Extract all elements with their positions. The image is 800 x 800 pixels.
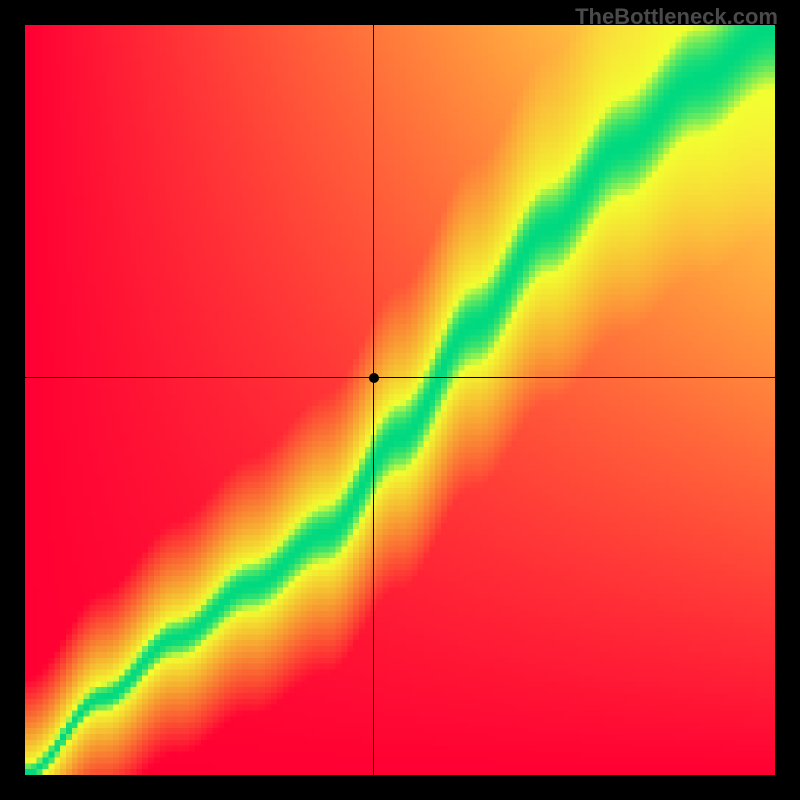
crosshair-dot xyxy=(369,373,379,383)
crosshair-vertical xyxy=(373,25,374,775)
watermark-text: TheBottleneck.com xyxy=(575,4,778,30)
chart-container: { "canvas": { "width": 800, "height": 80… xyxy=(0,0,800,800)
crosshair-horizontal xyxy=(25,377,775,378)
heatmap-canvas xyxy=(25,25,775,775)
